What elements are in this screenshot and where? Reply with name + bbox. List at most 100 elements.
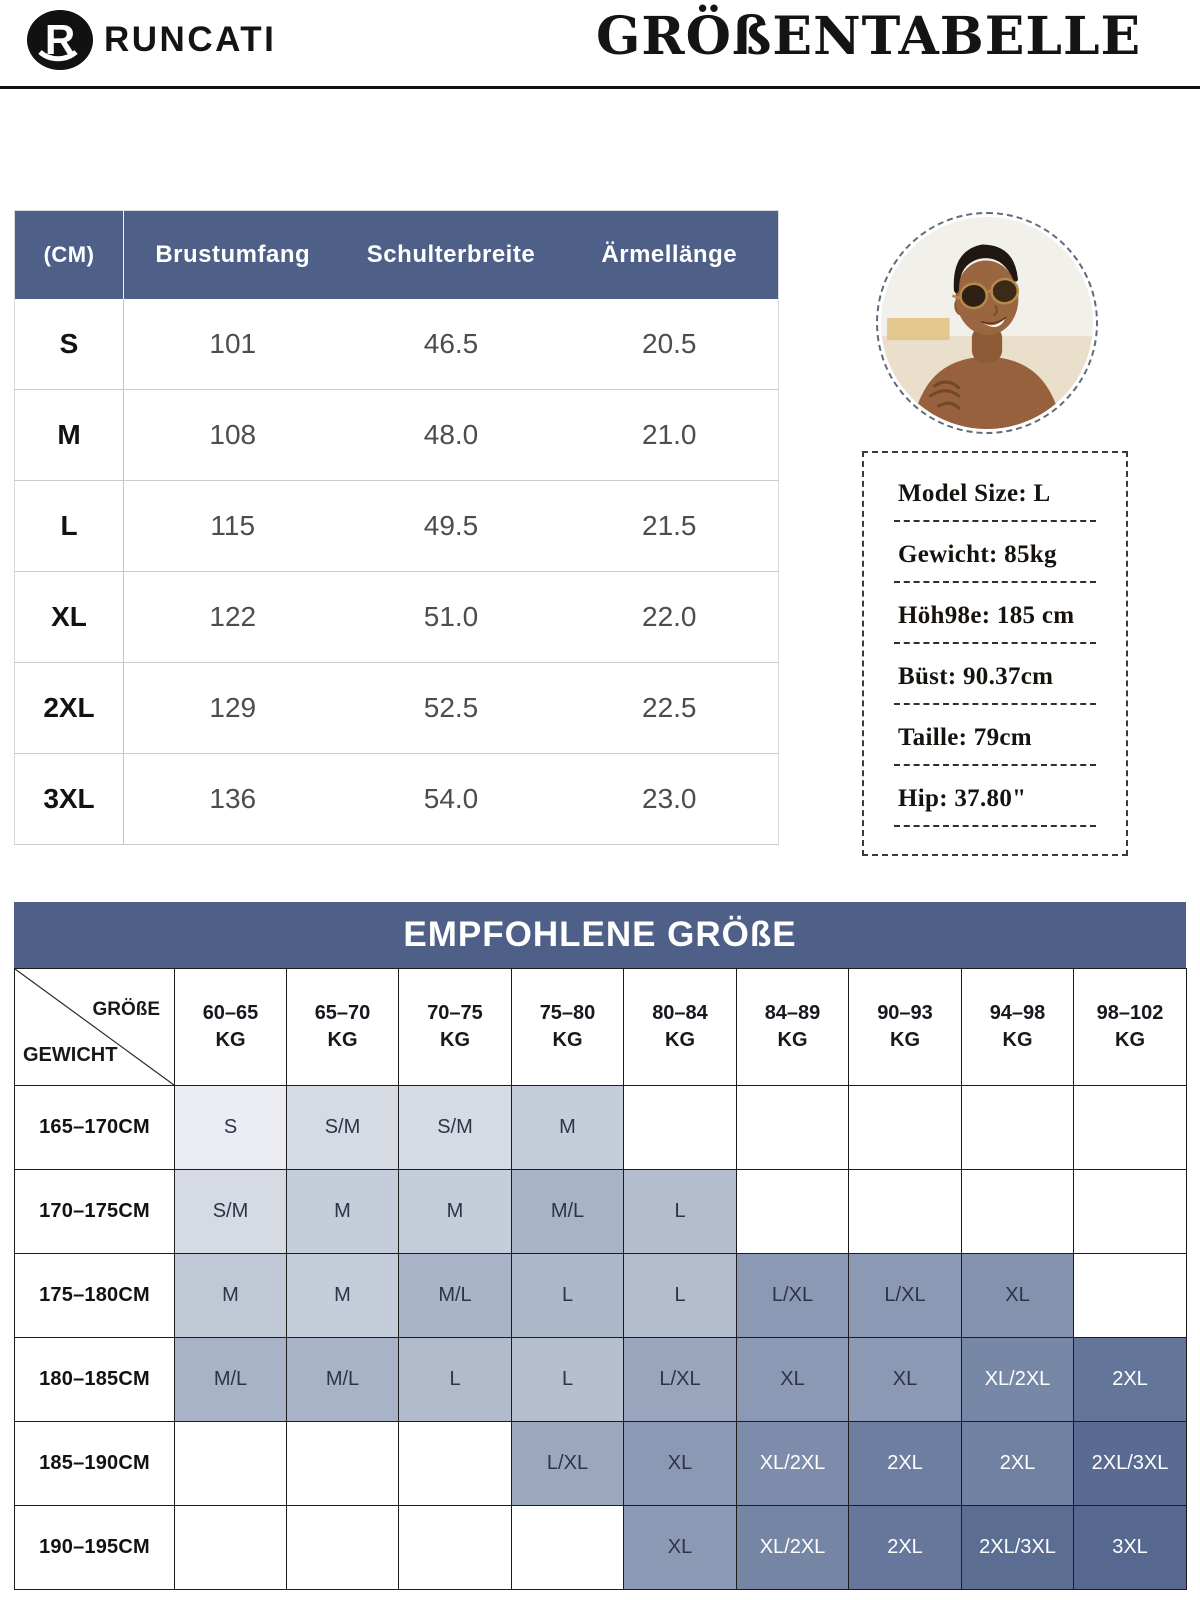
size-label: 2XL [14,662,124,754]
size-cell [961,1169,1074,1254]
matrix-header-row: GRÖßE GEWICHT 60–65 KG 65–70 KG 70–75 KG 75… [14,968,1187,1086]
size-cell [398,1421,512,1506]
table-row: L 115 49.5 21.5 [14,480,779,572]
height-label: 175–180CM [14,1253,175,1338]
weight-column-header: 94–98 KG [961,968,1074,1086]
size-cell: L/XL [848,1253,962,1338]
measurements-table: (CM) Brustumfang Schulterbreite Ärmellän… [14,210,779,845]
size-cell: L/XL [623,1337,737,1422]
weight-column-header: 84–89 KG [736,968,849,1086]
size-cell: XL [961,1253,1074,1338]
size-cell: M [286,1253,399,1338]
size-cell [1073,1085,1187,1170]
weight-range: 60–65 [202,1002,259,1024]
table-row: S 101 46.5 20.5 [14,298,779,390]
column-header-schulterbreite: Schulterbreite [341,210,561,299]
measurements-header-row: (CM) Brustumfang Schulterbreite Ärmellän… [14,210,779,299]
value-cell: 52.5 [423,692,479,723]
size-cell [174,1421,287,1506]
size-cell: 2XL [961,1421,1074,1506]
height-label: 180–185CM [14,1337,175,1422]
size-cell: 3XL [1073,1505,1187,1590]
corner-label-gewicht: GEWICHT [23,1044,118,1066]
model-info-box: Model Size: L Gewicht: 85kg Höh98e: 185 … [862,451,1128,856]
value-cell: 46.5 [423,327,479,359]
weight-range: 80–84 [652,1002,708,1024]
size-cell: S/M [174,1169,287,1254]
matrix-row: 165–170CM S S/M S/M M [14,1085,1187,1170]
weight-column-header: 65–70 KG [286,968,399,1086]
weight-unit: KG [1002,1029,1033,1051]
runcati-logo-icon: R [26,9,94,71]
column-header-brustumfang: Brustumfang [123,210,342,299]
weight-column-header: 70–75 KG [398,968,512,1086]
height-label: 185–190CM [14,1421,175,1506]
size-label: XL [14,571,124,663]
model-info-line: Model Size: L [894,480,1096,522]
weight-unit: KG [665,1029,695,1051]
recommended-size-table: GRÖßE GEWICHT 60–65 KG 65–70 KG 70–75 KG 75… [14,968,1187,1590]
size-label: S [14,298,124,390]
size-cell: 2XL/3XL [961,1505,1074,1590]
size-cell [511,1505,624,1590]
size-cell: M [511,1085,624,1170]
size-cell: S/M [286,1085,399,1170]
size-label: M [14,389,124,481]
table-row: 3XL 136 54.0 23.0 [14,753,779,845]
size-cell [174,1505,287,1590]
size-label: L [14,480,124,572]
matrix-row: 180–185CM M/L M/L L L L/XL XL XL XL/2XL … [14,1337,1187,1422]
page-title: GRÖßENTABELLE [596,6,1142,67]
size-cell [961,1085,1074,1170]
weight-unit: KG [215,1029,246,1051]
weight-range: 65–70 [314,1002,371,1024]
table-row: M 108 48.0 21.0 [14,389,779,481]
size-label: 3XL [14,753,124,845]
height-label: 190–195CM [14,1505,175,1590]
size-cell: XL [623,1505,737,1590]
weight-unit: KG [777,1029,808,1051]
value-cell: 20.5 [642,327,697,359]
model-info-line: Büst: 90.37cm [894,663,1096,705]
matrix-corner-cell: GRÖßE GEWICHT [14,968,175,1086]
size-cell: S/M [398,1085,512,1170]
model-info-line: Taille: 79cm [894,724,1096,766]
size-cell: XL/2XL [736,1421,849,1506]
size-cell: XL [736,1337,849,1422]
header: R RUNCATI GRÖßENTABELLE [0,0,1200,89]
weight-range: 94–98 [989,1002,1046,1024]
size-cell [286,1421,399,1506]
weight-column-header: 80–84 KG [623,968,737,1086]
value-cell: 115 [210,510,256,541]
table-row: 2XL 129 52.5 22.5 [14,662,779,754]
weight-unit: KG [890,1029,920,1051]
value-cell: 122 [209,601,257,632]
size-cell: L [511,1337,624,1422]
size-cell [398,1505,512,1590]
value-cell: 51.0 [423,601,479,632]
size-cell: M/L [286,1337,399,1422]
value-cell: 48.0 [423,419,479,450]
weight-column-header: 60–65 KG [174,968,287,1086]
value-cell: 49.5 [423,510,479,541]
size-cell: M [398,1169,512,1254]
size-cell [1073,1169,1187,1254]
size-cell: L [623,1253,737,1338]
diagonal-divider-line [15,969,174,1085]
model-info-line: Hip: 37.80" [894,785,1096,827]
size-cell: L/XL [736,1253,849,1338]
weight-unit: KG [440,1029,470,1051]
height-label: 170–175CM [14,1169,175,1254]
weight-range: 75–80 [539,1002,596,1024]
value-cell: 129 [209,692,257,723]
size-cell: XL [623,1421,737,1506]
value-cell: 21.0 [642,419,697,450]
weight-range: 70–75 [427,1002,483,1024]
model-info-line: Höh98e: 185 cm [894,602,1096,644]
size-cell: L [398,1337,512,1422]
weight-unit: KG [327,1029,358,1051]
size-cell [848,1169,962,1254]
brand-logo: R RUNCATI [26,9,276,71]
model-photo [876,212,1098,434]
